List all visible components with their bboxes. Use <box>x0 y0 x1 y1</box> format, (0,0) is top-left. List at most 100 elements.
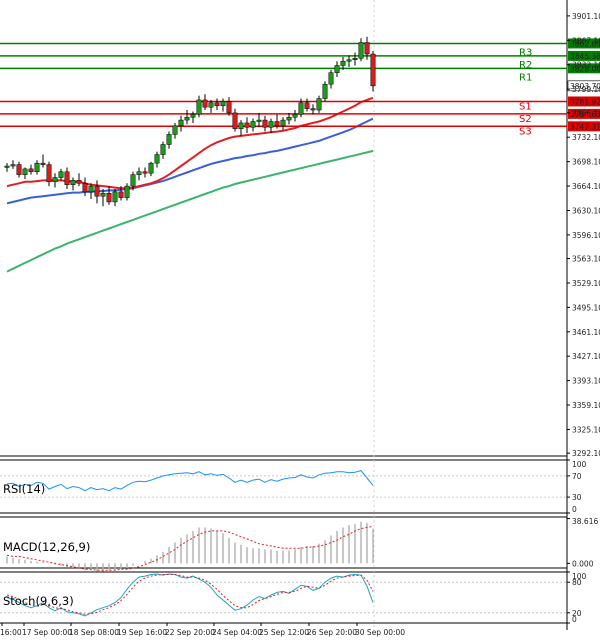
candle-down <box>94 185 100 197</box>
level-price-label: 3747.31 <box>570 122 600 131</box>
level-price-box <box>568 63 600 74</box>
candle-up <box>160 144 166 155</box>
candle-up <box>172 125 178 135</box>
candle-up <box>328 72 334 85</box>
candle-up <box>358 42 364 59</box>
macd-title: MACD(12,26,9) <box>3 540 90 554</box>
candle-up <box>4 165 10 168</box>
candle-up <box>280 119 286 127</box>
candle-up <box>256 119 262 122</box>
level-price-box <box>568 38 600 49</box>
ma-slow-line <box>6 149 374 273</box>
candle-up <box>130 174 136 187</box>
candle-up <box>184 116 190 121</box>
pivot-levels: R3 3862.69 R2 3845.38 R1 3828.08 S1 3781.92 S2 37… <box>0 38 600 137</box>
candle-down <box>226 101 232 114</box>
candle-down <box>46 164 52 183</box>
candle-up <box>136 171 142 175</box>
level-name-s1: S1 <box>519 101 532 112</box>
y-tick-label: 3833.10 <box>572 61 600 70</box>
candle-up <box>346 59 352 62</box>
candle-down <box>106 193 112 203</box>
y-tick-label: 3529.10 <box>572 279 600 288</box>
x-tick-label: 26 Sep 20:00 <box>307 628 357 637</box>
macd-tick-label: 0.000 <box>572 559 594 568</box>
candle-up <box>58 171 64 178</box>
y-tick-label: 3867.10 <box>572 36 600 45</box>
y-tick-label: 3563.10 <box>572 255 600 264</box>
level-name-r2: R2 <box>519 60 532 71</box>
stoch-tick-label: 0 <box>572 615 577 624</box>
candle-up <box>112 191 118 203</box>
level-price-box <box>568 50 600 61</box>
y-tick-label: 3359.10 <box>572 401 600 410</box>
candle-down <box>232 112 238 129</box>
rsi-line <box>6 470 374 492</box>
stoch-d-line <box>6 574 374 615</box>
candle-up <box>238 122 244 129</box>
candle-up <box>250 121 256 128</box>
rsi-tick-label: 100 <box>572 460 587 469</box>
candle-up <box>88 185 94 193</box>
candle-up <box>196 99 202 115</box>
current-price-box <box>567 80 600 92</box>
candle-down <box>76 180 82 184</box>
candle-down <box>82 183 88 193</box>
rsi-panel: 100 70 30 0 RSI(14) <box>0 459 587 514</box>
candle-up <box>316 98 322 111</box>
level-price-label: 3862.69 <box>570 39 600 48</box>
candle-down <box>64 171 70 185</box>
y-tick-label: 3799.10 <box>572 85 600 94</box>
candle-up <box>220 101 226 106</box>
x-tick-label: 18 Sep 08:00 <box>69 628 119 637</box>
candle-up <box>340 60 346 66</box>
candle-up <box>286 116 292 121</box>
level-name-s2: S2 <box>519 114 532 125</box>
stoch-tick-label: 80 <box>572 578 582 587</box>
candle-up <box>298 102 304 115</box>
x-tick-label: 17 Sep 00:00 <box>22 628 72 637</box>
y-tick-label: 3732.10 <box>572 133 600 142</box>
candle-up <box>70 180 76 185</box>
candle-down <box>310 108 316 111</box>
level-price-label: 3781.92 <box>570 97 600 106</box>
candle-up <box>154 154 160 164</box>
rsi-tick-label: 0 <box>572 505 577 514</box>
candlesticks <box>4 36 376 207</box>
ma-mid-line <box>6 117 374 205</box>
candle-up <box>292 114 298 118</box>
stoch-tick-label: 20 <box>572 609 582 618</box>
price-axis: 3901.10 3867.10 3833.10 3799.10 3766.10 3732.… <box>567 12 600 458</box>
y-tick-label: 3461.10 <box>572 328 600 337</box>
y-tick-label: 3427.10 <box>572 352 600 361</box>
x-tick-label: 24 Sep 04:00 <box>212 628 262 637</box>
main-price-panel <box>0 0 568 630</box>
x-tick-label: 22 Sep 20:00 <box>165 628 215 637</box>
macd-panel: 38.616 0.000 MACD(12,26,9) <box>3 517 598 572</box>
candle-down <box>244 122 250 128</box>
y-tick-label: 3901.10 <box>572 12 600 21</box>
candle-down <box>274 121 280 127</box>
candle-up <box>34 162 40 173</box>
candle-up <box>166 134 172 145</box>
candle-up <box>352 58 358 61</box>
stoch-title: Stoch(9,6,3) <box>3 594 74 608</box>
candle-up <box>100 193 106 197</box>
candle-up <box>52 177 58 183</box>
level-name-r3: R3 <box>519 47 532 58</box>
y-tick-label: 3292.10 <box>572 449 600 458</box>
candle-up <box>268 121 274 128</box>
y-tick-label: 3596.10 <box>572 231 600 240</box>
level-price-box <box>568 108 600 119</box>
candle-up <box>322 83 328 99</box>
rsi-tick-label: 30 <box>572 493 582 502</box>
candle-up <box>178 119 184 127</box>
candle-down <box>202 99 208 108</box>
current-price-label: 3803.70 <box>570 82 600 91</box>
candle-down <box>16 164 22 175</box>
moving-averages <box>6 96 374 273</box>
y-tick-label: 3325.10 <box>572 425 600 434</box>
candle-down <box>214 102 220 106</box>
level-price-label: 3828.08 <box>570 64 600 73</box>
